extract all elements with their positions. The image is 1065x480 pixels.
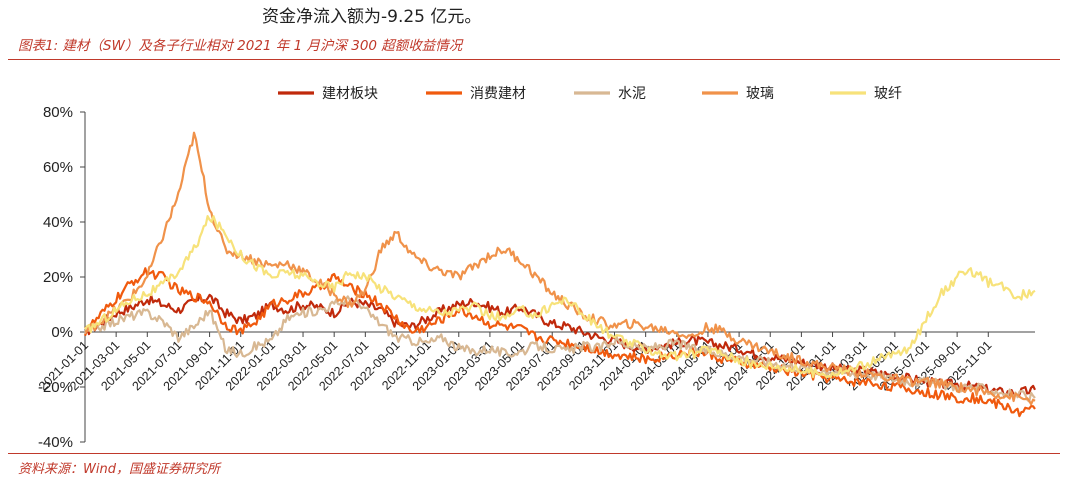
legend-label: 玻纤 — [874, 86, 902, 102]
bottom-rule — [8, 453, 1060, 454]
legend: 建材板块 消费建材 水泥 玻璃 玻纤 — [278, 85, 902, 102]
legend-label: 消费建材 — [470, 86, 526, 102]
legend-label: 建材板块 — [322, 86, 378, 102]
y-tick-label: -20% — [38, 379, 73, 396]
legend-label: 玻璃 — [746, 85, 774, 102]
series-line-2 — [83, 267, 1036, 418]
figure-title: 图表1: 建材（SW）及各子行业相对 2021 年 1 月沪深 300 超额收益… — [18, 38, 463, 54]
y-axis: -40% -20% 0% 20% 40% 60% 80% — [38, 104, 86, 451]
top-rule — [8, 59, 1060, 60]
y-tick-label: 80% — [43, 104, 73, 121]
top-text: 资金净流入额为-9.25 亿元。 — [262, 7, 482, 27]
series-line-5 — [84, 215, 1036, 379]
series-group — [83, 131, 1036, 418]
y-tick-label: 40% — [43, 214, 73, 231]
source-note: 资料来源：Wind，国盛证券研究所 — [18, 462, 220, 477]
y-tick-label: 20% — [43, 269, 73, 286]
series-line-1 — [84, 293, 1036, 398]
y-tick-label: -40% — [38, 434, 73, 451]
y-tick-label: 60% — [43, 159, 73, 176]
y-tick-label: 0% — [51, 324, 73, 341]
series-line-3 — [83, 295, 1036, 403]
legend-label: 水泥 — [618, 86, 646, 102]
